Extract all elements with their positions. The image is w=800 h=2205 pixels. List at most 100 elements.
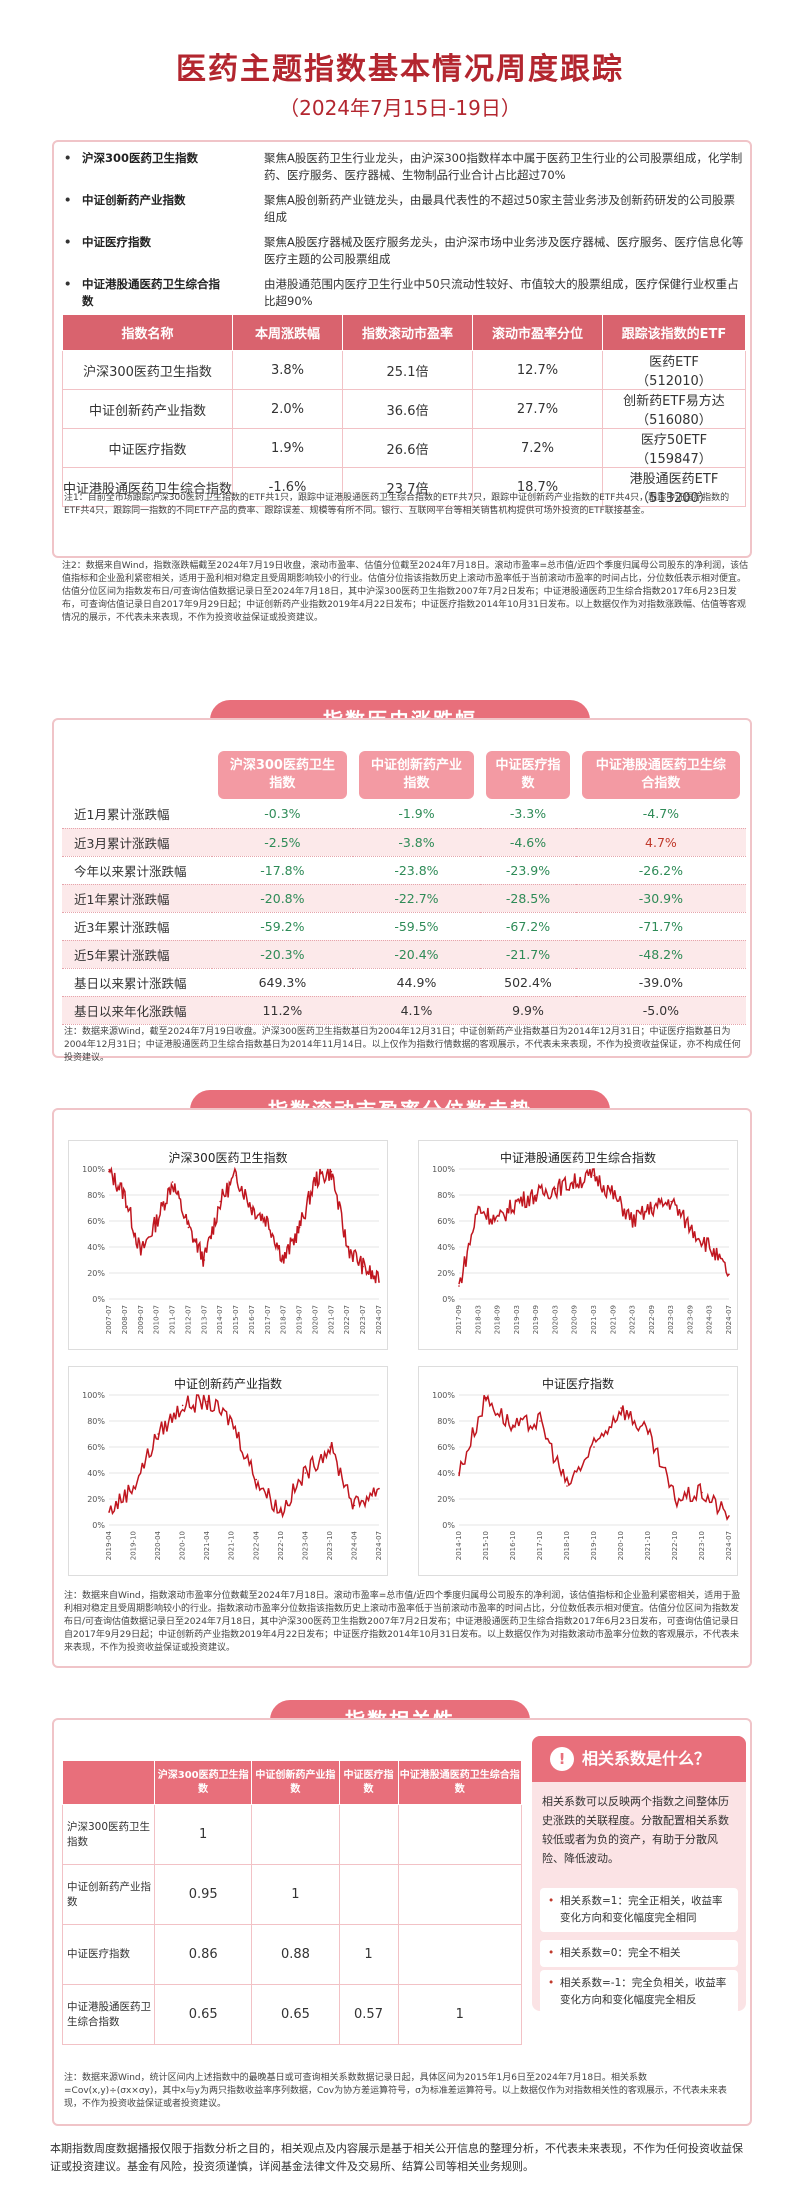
cell: 4.7% (575, 828, 746, 857)
x-tick-label: 2021-10 (644, 1531, 652, 1560)
cell: -2.5% (212, 828, 353, 857)
data-point (282, 1259, 285, 1261)
cell: -48.2% (575, 940, 746, 969)
x-tick-label: 2010-07 (153, 1305, 161, 1334)
page-title: 医药主题指数基本情况周度跟踪 (176, 52, 624, 87)
cell: -20.4% (352, 940, 481, 969)
data-point (631, 1220, 634, 1222)
desc-row: • 中证港股通医药卫生综合指数 由港股通范围内医疗卫生行业中50只流动性较好、市值较… (64, 276, 744, 310)
data-point (651, 1207, 653, 1209)
x-tick-label: 2018-03 (474, 1305, 482, 1334)
data-point (670, 1200, 672, 1203)
y-tick-label: 60% (437, 1443, 455, 1452)
etf-cell: 医药ETF （512010） (602, 350, 746, 390)
row-label: 中证港股通医药卫生综合指数 (62, 1984, 155, 2045)
desc-name: 中证创新药产业指数 (82, 193, 186, 207)
desc-text: 聚焦A股创新药产业链龙头，由最具代表性的不超过50家主营业务涉及创新药研发的公司… (264, 193, 735, 224)
index-name: 沪深300医药卫生指数 (62, 350, 233, 390)
pe-percentile: 27.7% (472, 389, 603, 429)
cell: 0.95 (153, 1864, 253, 1925)
y-tick-label: 0% (442, 1521, 455, 1530)
data-point (346, 1246, 349, 1248)
x-tick-label: 2020-10 (179, 1531, 187, 1560)
cell: -21.7% (480, 940, 576, 969)
cell: -23.9% (480, 856, 576, 885)
cell: -39.0% (575, 968, 746, 997)
x-tick-label: 2019-09 (532, 1305, 540, 1334)
line-chart-svg: 0% 20% 40% 60% 80% 100% 2019-04 2019-10 2020-04 2… (82, 1391, 383, 1560)
cell (338, 1804, 399, 1865)
y-tick-label: 20% (87, 1495, 105, 1504)
explainer-item: 相关系数=-1：完全负相关，收益率变化方向和变化幅度完全相反 (540, 1970, 738, 2014)
y-tick-label: 80% (87, 1191, 105, 1200)
series-line (458, 1394, 730, 1522)
table-row: 中证创新药产业指数 0.95 1 (62, 1864, 523, 1925)
y-tick-label: 60% (87, 1217, 105, 1226)
x-tick-label: 2009-07 (137, 1305, 145, 1334)
y-tick-label: 80% (437, 1417, 455, 1426)
explainer-body: 相关系数可以反映两个指数之间整体历史涨跌的关联程度。分散配置相关系数较低或者为负… (542, 1795, 729, 1865)
x-tick-label: 2022-09 (648, 1305, 656, 1334)
y-tick-label: 100% (432, 1165, 455, 1174)
data-point (708, 1246, 711, 1248)
cell: 0.65 (251, 1984, 340, 2045)
row-label: 沪深300医药卫生指数 (62, 1804, 155, 1865)
table-row: 沪深300医药卫生指数 1 (62, 1804, 523, 1865)
desc-text: 聚焦A股医药卫生行业龙头，由沪深300指数样本中属于医药卫生行业的公司股票组成，… (264, 151, 743, 182)
etf-code: （516080） (636, 413, 712, 428)
data-point (535, 1194, 537, 1196)
chart-title: 中证港股通医药卫生综合指数 (499, 1151, 656, 1165)
data-point (187, 1226, 190, 1229)
x-tick-label: 2022-04 (252, 1530, 260, 1560)
x-tick-label: 2022-03 (629, 1305, 637, 1334)
y-tick-label: 100% (432, 1391, 455, 1400)
data-point (496, 1220, 499, 1222)
note: 注1：目前全市场跟踪沪深300医药卫生指数的ETF共1只，跟踪中证港股通医药卫生… (64, 493, 730, 516)
data-point (304, 1472, 307, 1474)
y-tick-label: 100% (82, 1391, 105, 1400)
data-point (230, 1420, 233, 1422)
cell: -23.8% (352, 856, 481, 885)
table-row: 近1年累计涨跌幅 -20.8% -22.7% -28.5% -30.9% (62, 884, 746, 913)
cell: 1 (338, 1924, 399, 1985)
weekly-change: 2.0% (232, 389, 343, 429)
cell: -3.3% (480, 800, 576, 829)
weekly-change: 3.8% (232, 350, 343, 390)
table-row: 中证医疗指数 0.86 0.88 1 (62, 1924, 523, 1985)
x-tick-label: 2020-07 (311, 1305, 319, 1334)
data-point (124, 1194, 126, 1196)
cell: -20.8% (212, 884, 353, 913)
note: 注：数据来源Wind，截至2024年7月19日收盘。沪深300医药卫生指数基日为… (64, 1027, 741, 1063)
row-label: 基日以来累计涨跌幅 (62, 968, 212, 997)
desc-row: • 沪深300医药卫生指数 聚焦A股医药卫生行业龙头，由沪深300指数样本中属于医药… (64, 151, 743, 182)
chart-title: 中证医疗指数 (541, 1377, 614, 1391)
line-chart-svg: 0% 20% 40% 60% 80% 100% 2007-07 2008-07 2009-07 2… (82, 1165, 383, 1334)
x-tick-label: 2020-10 (617, 1531, 625, 1560)
desc-name: 沪深300医药卫生指数 (82, 151, 199, 165)
data-point (612, 1194, 615, 1196)
line-chart-svg: 0% 20% 40% 60% 80% 100% 2014-10 2015-10 2016-10 2… (432, 1391, 733, 1560)
x-tick-label: 2024-07 (375, 1531, 383, 1560)
cell (397, 1804, 523, 1865)
table-row: 基日以来年化涨跌幅 11.2% 4.1% 9.9% -5.0% (62, 996, 746, 1025)
footer-disclaimer: 本期指数周度数据播报仅限于指数分析之目的，相关观点及内容展示是基于相关公开信息的… (50, 2142, 743, 2173)
data-point (108, 1511, 110, 1513)
cell: -28.5% (480, 884, 576, 913)
x-tick-label: 2019-10 (590, 1531, 598, 1560)
data-point (378, 1281, 380, 1283)
x-tick-label: 2019-10 (130, 1531, 138, 1560)
row-label: 中证创新药产业指数 (62, 1864, 155, 1925)
data-point (203, 1259, 206, 1261)
y-tick-label: 60% (87, 1443, 105, 1452)
index-name: 中证医疗指数 (62, 428, 233, 468)
x-tick-label: 2017-07 (264, 1305, 272, 1334)
y-tick-label: 20% (437, 1269, 455, 1278)
data-point (728, 1515, 730, 1517)
data-point (458, 1285, 460, 1287)
y-tick-label: 40% (437, 1243, 455, 1252)
data-point (155, 1220, 158, 1222)
explainer-item: 相关系数=0：完全不相关 (540, 1940, 738, 1967)
table-row: 近3月累计涨跌幅 -2.5% -3.8% -4.6% 4.7% (62, 828, 746, 857)
x-tick-label: 2019-04 (105, 1530, 113, 1560)
data-point (378, 1487, 380, 1490)
